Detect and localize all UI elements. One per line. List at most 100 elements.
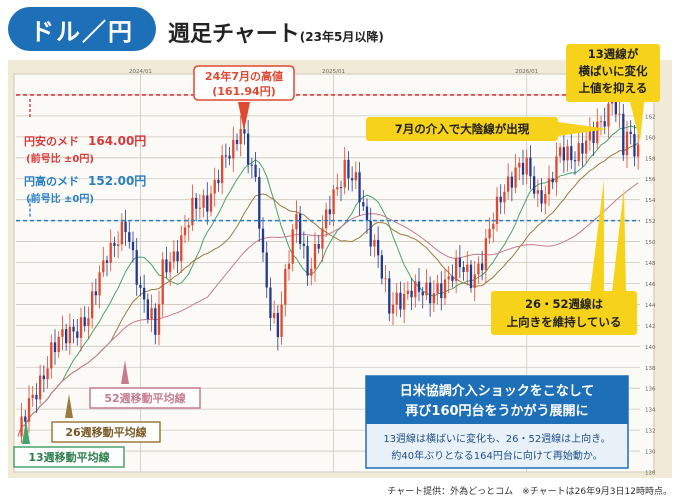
candle-down — [573, 160, 577, 162]
candle-up — [213, 179, 216, 194]
candle-down — [510, 176, 514, 188]
candle-down — [440, 283, 443, 299]
candle-up — [332, 189, 335, 215]
candle-up — [183, 227, 187, 236]
peak-label: 24年7月の高値 — [205, 69, 283, 83]
ma13-callout-line3: 上値を抑える — [579, 81, 648, 95]
candle-up — [46, 368, 49, 380]
candle-up — [473, 274, 476, 288]
candle-up — [607, 103, 610, 127]
candle-down — [328, 209, 332, 215]
candle-up — [157, 304, 161, 335]
candle-up — [558, 147, 562, 157]
candle-down — [532, 176, 536, 194]
candle-up — [432, 293, 436, 304]
ma26-label: 26週移動平均線 — [65, 425, 146, 439]
y-tick-label: 136 — [645, 387, 656, 393]
candle-up — [518, 162, 521, 168]
candle-down — [592, 129, 595, 144]
candle-up — [68, 326, 72, 344]
candle-up — [544, 194, 547, 204]
candle-down — [581, 143, 584, 154]
candle-up — [79, 317, 83, 338]
candle-up — [321, 228, 324, 249]
ma13-legend: 13週移動平均線 — [13, 420, 125, 468]
candle-up — [272, 312, 276, 318]
candle-up — [61, 329, 64, 337]
candle-up — [98, 272, 101, 296]
candle-down — [551, 178, 554, 183]
candle-up — [484, 238, 488, 271]
candle-down — [458, 258, 462, 268]
ma13-pointer — [630, 102, 644, 142]
ma-up-line1: 26・52週線は — [525, 297, 604, 311]
candle-up — [525, 157, 528, 175]
candle-down — [369, 220, 372, 247]
candle-down — [376, 239, 380, 256]
yen-strong-sub: (前号比 ±0円) — [26, 192, 94, 205]
y-tick-label: 134 — [645, 408, 656, 414]
candle-down — [358, 172, 361, 203]
candle-up — [477, 263, 480, 275]
yen-strong-value: 152.00円 — [88, 174, 146, 188]
candle-up — [202, 195, 205, 208]
candle-up — [384, 278, 387, 280]
candle-up — [547, 178, 551, 195]
candle-up — [610, 101, 614, 104]
ma13-callout: 13週線が 横ばいに変化 上値を抑える — [566, 44, 660, 142]
candle-down — [83, 317, 86, 327]
candle-up — [402, 294, 406, 310]
candle-down — [64, 329, 68, 344]
candle-down — [146, 299, 150, 320]
candle-down — [562, 147, 566, 161]
candle-up — [343, 159, 346, 188]
ma52-line — [17, 182, 639, 437]
candle-up — [577, 143, 580, 162]
candle-down — [380, 255, 384, 279]
ma13-label: 13週移動平均線 — [28, 450, 109, 464]
candle-up — [102, 260, 105, 273]
chart-header: ドル／円 週足チャート(23年5月以降) — [0, 0, 680, 60]
candle-down — [540, 190, 543, 204]
ma13-legend-pointer — [22, 420, 30, 444]
candle-down — [302, 243, 306, 246]
candle-up — [291, 229, 294, 264]
chart-source-footnote: チャート提供：外為どっとコム ※チャートは26年9月3日12時時点。 — [387, 487, 672, 497]
peak-arrow — [238, 102, 250, 131]
candle-down — [131, 241, 135, 251]
candle-up — [395, 292, 398, 305]
currency-pair-badge: ドル／円 — [8, 7, 156, 51]
candle-up — [180, 235, 183, 262]
candle-down — [499, 196, 502, 203]
candle-down — [603, 121, 606, 127]
candle-up — [287, 263, 291, 270]
chart-period: (23年5月以降) — [299, 30, 384, 44]
chart-title-text: 週足チャート — [168, 22, 300, 47]
candle-up — [187, 225, 190, 228]
candle-down — [128, 232, 131, 242]
candle-down — [194, 197, 198, 209]
candle-up — [27, 398, 31, 422]
candle-up — [90, 291, 94, 319]
candle-up — [57, 336, 60, 353]
candle-up — [391, 304, 395, 314]
candle-down — [365, 206, 369, 221]
info-headline-2: 再び160円台をうかがう展開に — [405, 403, 588, 419]
candle-down — [350, 178, 354, 181]
candle-up — [495, 196, 499, 224]
candle-down — [105, 260, 109, 263]
candle-up — [239, 129, 242, 145]
candle-up — [566, 146, 569, 161]
candle-down — [135, 250, 138, 285]
candle-down — [265, 252, 268, 288]
candle-down — [154, 308, 157, 335]
y-tick-label: 142 — [645, 324, 656, 330]
candle-up — [466, 264, 469, 272]
candle-up — [425, 282, 428, 296]
chart-title: 週足チャート(23年5月以降) — [168, 16, 384, 48]
y-tick-label: 146 — [645, 282, 656, 288]
candle-down — [228, 155, 231, 159]
candle-down — [139, 284, 142, 288]
candle-up — [406, 290, 410, 295]
